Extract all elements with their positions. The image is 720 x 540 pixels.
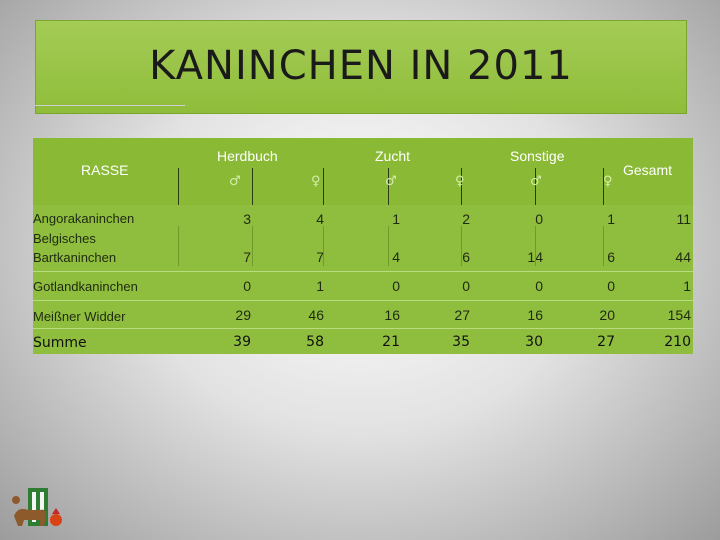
- cell-value: 1: [607, 211, 615, 227]
- cell-value: 14: [503, 249, 543, 265]
- cell-value: 210: [664, 334, 691, 350]
- title-banner: KANINCHEN IN 2011: [35, 20, 687, 114]
- cell-value: 27: [454, 307, 470, 323]
- row-label: Belgisches Bartkaninchen: [33, 231, 117, 265]
- female-icon: ♀: [311, 174, 321, 189]
- table-row: Gotlandkaninchen 0 1 0 0 0 0 1: [33, 272, 693, 300]
- cell-value: 0: [462, 278, 470, 294]
- column-divider: [461, 226, 462, 266]
- cell-value: 16: [527, 307, 543, 323]
- header-divider: [535, 168, 536, 205]
- cell-value: 6: [462, 249, 470, 265]
- cell-value: 1: [683, 278, 691, 294]
- cell-value: 46: [308, 307, 324, 323]
- column-divider: [323, 226, 324, 266]
- row-separator: [33, 328, 693, 329]
- cell-value: 6: [607, 249, 615, 265]
- table-row: Angorakaninchen 3 4 1 2 0 1 11: [33, 205, 693, 229]
- header-divider: [388, 168, 389, 205]
- farm-animals-logo: [12, 488, 62, 526]
- row-separator: [33, 271, 693, 272]
- cell-value: 27: [597, 334, 615, 350]
- cell-value: 0: [392, 278, 400, 294]
- header-divider: [323, 168, 324, 205]
- cell-value: 44: [675, 249, 691, 265]
- row-separator: [33, 300, 693, 301]
- table-header: RASSE Herdbuch Zucht Sonstige Gesamt ♂ ♀…: [33, 138, 693, 205]
- male-icon: ♂: [530, 174, 542, 189]
- header-divider: [252, 168, 253, 205]
- cell-value: 29: [235, 307, 251, 323]
- cell-value: 20: [599, 307, 615, 323]
- cell-value: 30: [525, 334, 543, 350]
- cell-value: 39: [233, 334, 251, 350]
- cell-value: 2: [462, 211, 470, 227]
- cell-value: 0: [243, 278, 251, 294]
- cell-value: 4: [392, 249, 400, 265]
- header-divider: [603, 168, 604, 205]
- table-row: Belgisches Bartkaninchen 7 7 4 6 14 6 44: [33, 229, 693, 271]
- row-label: Angorakaninchen: [33, 211, 135, 226]
- cell-value: 16: [384, 307, 400, 323]
- header-zucht: Zucht: [375, 148, 411, 164]
- row-label: Summe: [33, 335, 87, 351]
- male-icon: ♂: [229, 174, 241, 189]
- column-divider: [388, 226, 389, 266]
- cell-value: 1: [392, 211, 400, 227]
- page-title: KANINCHEN IN 2011: [149, 43, 573, 89]
- cell-value: 35: [452, 334, 470, 350]
- cell-value: 21: [382, 334, 400, 350]
- header-rasse: RASSE: [81, 162, 129, 178]
- cell-value: 7: [243, 249, 251, 265]
- cell-value: 3: [243, 211, 251, 227]
- table-row: Meißner Widder 29 46 16 27 16 20 154: [33, 301, 693, 328]
- header-divider: [178, 168, 179, 205]
- header-sonstige: Sonstige: [510, 148, 565, 164]
- cell-value: 1: [316, 278, 324, 294]
- row-label: Meißner Widder: [33, 309, 126, 324]
- cell-value: 4: [316, 211, 324, 227]
- cell-value: 0: [535, 211, 543, 227]
- header-gesamt: Gesamt: [623, 162, 673, 178]
- row-label: Gotlandkaninchen: [33, 279, 138, 294]
- cell-value: 0: [607, 278, 615, 294]
- cell-value: 7: [316, 249, 324, 265]
- cell-value: 58: [306, 334, 324, 350]
- cell-value: 154: [667, 307, 691, 323]
- column-divider: [535, 226, 536, 266]
- male-icon: ♂: [385, 174, 397, 189]
- header-divider: [461, 168, 462, 205]
- cell-value: 11: [676, 211, 691, 227]
- table-row: Summe 39 58 21 35 30 27 210: [33, 329, 693, 354]
- column-divider: [178, 226, 179, 266]
- header-herdbuch: Herdbuch: [217, 148, 278, 164]
- data-table: RASSE Herdbuch Zucht Sonstige Gesamt ♂ ♀…: [33, 138, 693, 354]
- column-divider: [603, 226, 604, 266]
- title-underline: [35, 105, 185, 106]
- cell-value: 0: [535, 278, 543, 294]
- column-divider: [252, 226, 253, 266]
- female-icon: ♀: [603, 174, 613, 189]
- female-icon: ♀: [455, 174, 465, 189]
